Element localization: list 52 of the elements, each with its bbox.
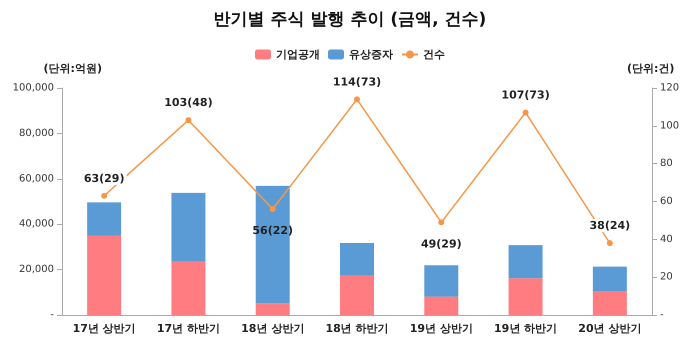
point [101, 192, 108, 199]
y-tick-label: 80,000 [19, 128, 54, 139]
bar [171, 192, 206, 262]
bar [256, 303, 290, 315]
data-label: 63(29) [84, 172, 124, 185]
point [522, 110, 529, 116]
data-label: 114(73) [332, 75, 382, 88]
y-tick-label: 40,000 [19, 218, 54, 230]
point [185, 117, 192, 124]
y2-tick-label: - [660, 310, 664, 320]
y2-tick-label: 120 [660, 82, 680, 94]
bar [508, 245, 543, 278]
bar [424, 265, 458, 297]
x-tick-label: 18년 하반기 [325, 322, 389, 335]
data-label: 49(29) [420, 237, 462, 250]
data-label: 103(48) [164, 96, 213, 110]
y2-tick-label: 100 [660, 120, 680, 132]
y2-tick-label: 80 [660, 158, 673, 170]
bar [340, 276, 374, 315]
y-tick-label: 100,000 [12, 82, 54, 94]
data-label: 107(73) [501, 88, 550, 102]
y2-tick-label: 40 [660, 234, 673, 245]
bar [592, 291, 627, 315]
x-tick-label: 18년 상반기 [241, 322, 304, 335]
x-tick-label: 17년 하반기 [156, 322, 220, 335]
point [270, 206, 276, 212]
legend-label: 건수 [423, 48, 445, 61]
bar [508, 278, 543, 315]
legend-label: 기업공개 [276, 48, 320, 61]
bar [340, 243, 374, 276]
y2-tick-label: 60 [660, 196, 673, 207]
bar [424, 296, 458, 315]
y-tick-label: 60,000 [19, 173, 54, 184]
y2-tick-label: 20 [660, 272, 673, 283]
y2-axis-title: (단위:건) [627, 62, 674, 75]
point [606, 240, 613, 246]
chart-title: 반기별 주식 발행 추이 (금액, 건수) [214, 10, 486, 30]
bar [87, 236, 122, 315]
bar [592, 266, 627, 292]
x-tick-label: 17년 상반기 [72, 322, 136, 335]
y-tick-label: 20,000 [19, 264, 54, 276]
bar [87, 202, 122, 236]
bar [171, 262, 206, 315]
point [354, 96, 360, 102]
y-axis-title: (단위:억원) [44, 62, 102, 75]
x-tick-label: 19년 상반기 [410, 322, 473, 335]
y-tick-label: - [50, 310, 54, 320]
legend-label: 유상증자 [349, 48, 393, 61]
x-tick-label: 19년 하반기 [494, 322, 558, 335]
point [438, 219, 444, 226]
x-tick-label: 20년 상반기 [578, 322, 642, 335]
data-label: 38(24) [590, 219, 630, 232]
